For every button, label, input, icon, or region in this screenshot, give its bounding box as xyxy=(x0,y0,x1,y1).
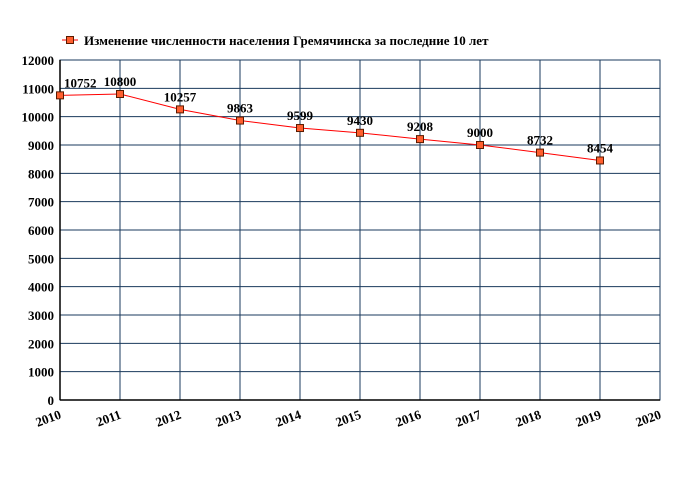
marker xyxy=(296,124,304,133)
marker xyxy=(476,141,484,149)
data-label: 8454 xyxy=(587,140,614,155)
marker xyxy=(56,91,64,100)
x-tick-label: 2014 xyxy=(273,407,303,430)
marker xyxy=(356,128,364,137)
y-tick-label: 7000 xyxy=(28,195,54,210)
y-tick-label: 3000 xyxy=(28,308,54,323)
data-label: 9208 xyxy=(407,119,434,134)
y-tick-label: 4000 xyxy=(28,280,54,295)
y-tick-label: 10000 xyxy=(22,110,55,125)
x-tick-label: 2020 xyxy=(633,407,663,430)
data-label: 9863 xyxy=(227,101,254,116)
x-tick-label: 2010 xyxy=(33,407,63,430)
x-tick-label: 2012 xyxy=(153,407,183,430)
data-label: 9430 xyxy=(347,113,373,128)
marker xyxy=(236,116,244,125)
x-tick-label: 2017 xyxy=(453,407,483,430)
data-label: 8732 xyxy=(527,133,553,148)
x-tick-label: 2011 xyxy=(94,407,123,430)
data-label: 9599 xyxy=(287,108,314,123)
line-series xyxy=(59,93,601,161)
y-tick-label: 1000 xyxy=(28,365,54,380)
x-tick-label: 2019 xyxy=(573,407,603,430)
marker xyxy=(596,156,604,165)
y-tick-label: 8000 xyxy=(28,166,54,181)
data-label: 10752 xyxy=(64,75,97,90)
data-label: 10800 xyxy=(104,74,137,89)
x-tick-label: 2013 xyxy=(213,407,243,430)
legend-label: Изменение численности населения Гремячин… xyxy=(84,33,489,48)
x-tick-label: 2015 xyxy=(333,407,363,430)
marker xyxy=(416,135,424,144)
y-tick-label: 5000 xyxy=(28,251,54,266)
marker xyxy=(116,90,124,98)
x-tick-label: 2018 xyxy=(513,407,543,430)
marker xyxy=(536,148,544,157)
y-tick-label: 12000 xyxy=(22,53,55,68)
x-tick-label: 2016 xyxy=(393,407,423,430)
marker xyxy=(176,105,184,114)
y-tick-label: 11000 xyxy=(22,81,54,96)
y-tick-label: 6000 xyxy=(28,223,54,238)
y-tick-label: 9000 xyxy=(28,138,54,153)
data-label: 10257 xyxy=(164,89,197,104)
legend-marker xyxy=(66,36,74,44)
data-label: 9000 xyxy=(467,125,493,140)
y-tick-label: 0 xyxy=(48,393,55,408)
y-tick-label: 2000 xyxy=(28,336,54,351)
